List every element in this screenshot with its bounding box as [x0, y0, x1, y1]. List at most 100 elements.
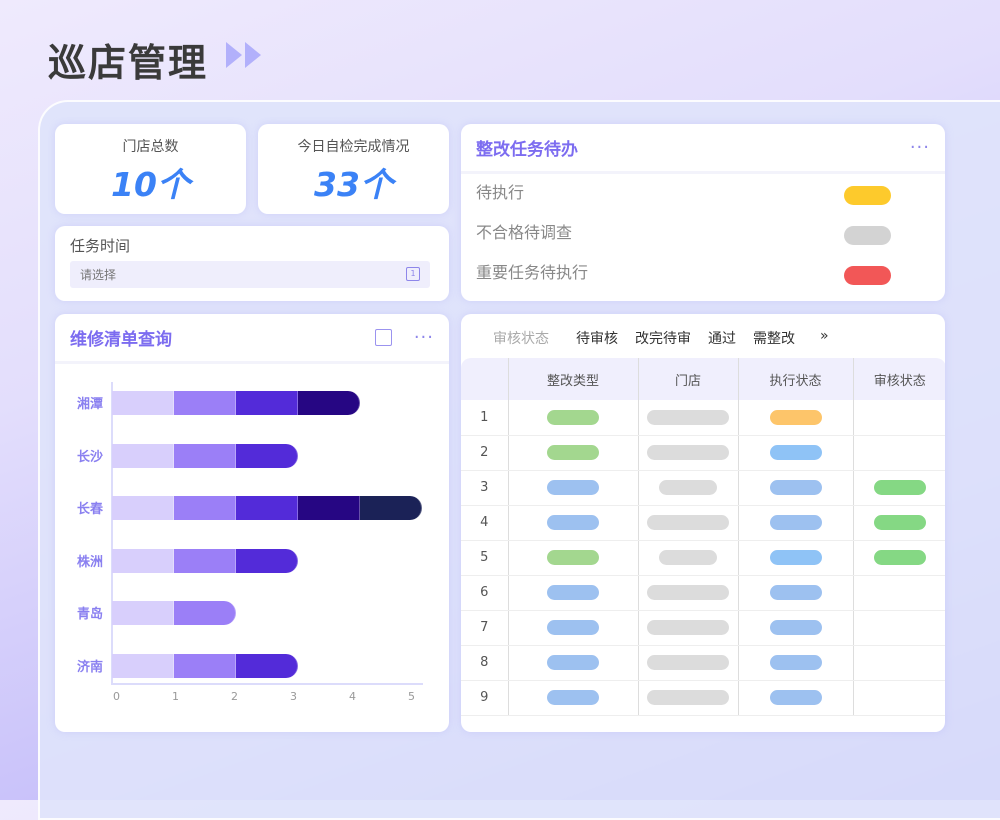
- row-number: 3: [461, 470, 508, 506]
- exec-status-pill: [769, 620, 822, 635]
- task-time-picker[interactable]: 请选择 1: [70, 261, 430, 288]
- tab-group-label: 审核状态: [493, 331, 549, 347]
- self-check-card: 今日自检完成情况 33个: [258, 124, 449, 214]
- x-axis-line: [111, 683, 423, 685]
- table-cell: [507, 470, 638, 506]
- todo-status-pill: [844, 226, 891, 245]
- todo-status-pill: [844, 186, 891, 205]
- audit-status-pill: [873, 515, 926, 530]
- table-cell: [507, 610, 638, 646]
- table-cell: [507, 505, 638, 541]
- store-pill: [647, 585, 729, 600]
- table-cell: [637, 680, 738, 716]
- store-pill: [647, 445, 729, 460]
- table-cell: [737, 505, 853, 541]
- table-cell: [507, 645, 638, 681]
- table-cell: [507, 540, 638, 576]
- exec-status-pill: [769, 655, 822, 670]
- type-pill: [547, 585, 599, 600]
- store-pill: [647, 515, 729, 530]
- y-tick-label: 济南: [77, 659, 104, 675]
- type-pill: [547, 655, 599, 670]
- row-number: 7: [461, 610, 508, 646]
- row-number: 8: [461, 645, 508, 681]
- store-count-label: 门店总数: [122, 139, 179, 155]
- table-cell: [852, 680, 945, 716]
- todo-item-label[interactable]: 不合格待调查: [476, 223, 573, 242]
- table-cell: [637, 645, 738, 681]
- bar-segment: [298, 496, 360, 520]
- stacked-bar-chart: 湘潭 长沙 长春 株洲 青岛 济南 0 1 2 3 4 5: [55, 314, 449, 732]
- exec-status-pill: [769, 445, 822, 460]
- todo-item-label[interactable]: 重要任务待执行: [476, 263, 589, 282]
- table-cell: [852, 645, 945, 681]
- table-cell: [737, 575, 853, 611]
- bar-segment: [174, 601, 236, 625]
- audit-status-pill: [873, 550, 926, 565]
- table-cell: [852, 470, 945, 506]
- store-count-value: 10个: [111, 165, 190, 204]
- tab-filter[interactable]: 改完待审: [635, 331, 691, 347]
- table-cell: [637, 540, 738, 576]
- table-cell: [852, 610, 945, 646]
- bar-segment: [236, 496, 298, 520]
- task-time-placeholder: 请选择: [80, 268, 117, 282]
- table-cell: [852, 400, 945, 436]
- table-row[interactable]: 8: [461, 645, 945, 681]
- table-cell: [852, 505, 945, 541]
- bar-segment: [174, 548, 236, 573]
- bar-segment: [112, 601, 174, 625]
- table-row[interactable]: 2: [461, 435, 945, 471]
- table-cell: [737, 680, 853, 716]
- more-tabs-icon[interactable]: »: [820, 328, 829, 344]
- y-axis-line: [111, 382, 113, 685]
- table-row[interactable]: 5: [461, 540, 945, 576]
- task-time-label: 任务时间: [70, 237, 131, 255]
- table-cell: [637, 610, 738, 646]
- table-cell: [507, 575, 638, 611]
- store-pill: [647, 690, 729, 705]
- calendar-icon[interactable]: 1: [406, 267, 420, 281]
- bar-segment: [174, 391, 236, 415]
- export-icon[interactable]: [374, 329, 392, 346]
- exec-status-pill: [769, 409, 822, 425]
- table-cell: [637, 505, 738, 541]
- bar-segment: [174, 653, 236, 678]
- x-tick-label: 3: [290, 690, 297, 703]
- tab-filter[interactable]: 通过: [708, 331, 736, 347]
- more-icon[interactable]: ···: [413, 327, 434, 348]
- tab-filter[interactable]: 待审核: [576, 331, 618, 347]
- audit-table: 整改类型 门店 执行状态 审核状态 1 2 3 4 5 6 7 8 9: [461, 358, 945, 716]
- table-row[interactable]: 6: [461, 575, 945, 611]
- todo-item-label[interactable]: 待执行: [476, 183, 525, 202]
- type-pill: [547, 409, 599, 425]
- table-row[interactable]: 1: [461, 400, 945, 436]
- bar-segment: [112, 653, 174, 678]
- x-tick-label: 1: [172, 690, 179, 703]
- type-pill: [547, 445, 599, 460]
- table-cell: [507, 680, 638, 716]
- row-number: 4: [461, 505, 508, 541]
- type-pill: [547, 690, 599, 705]
- table-cell: [637, 435, 738, 471]
- audit-status-pill: [873, 480, 926, 495]
- column-header: 整改类型: [507, 358, 638, 400]
- table-cell: [637, 575, 738, 611]
- table-row[interactable]: 9: [461, 680, 945, 716]
- todo-card: 整改任务待办 ··· 待执行不合格待调查 重要任务待执行: [461, 124, 945, 301]
- todo-title: 整改任务待办: [476, 140, 578, 160]
- row-number: 6: [461, 575, 508, 611]
- exec-status-pill: [769, 550, 822, 565]
- column-header: 执行状态: [737, 358, 853, 400]
- table-row[interactable]: 4: [461, 505, 945, 541]
- bar-segment: [112, 548, 174, 573]
- table-row[interactable]: 7: [461, 610, 945, 646]
- table-row[interactable]: 3: [461, 470, 945, 506]
- tab-filter[interactable]: 需整改: [753, 331, 795, 347]
- column-header: 门店: [637, 358, 738, 400]
- table-cell: [637, 470, 738, 506]
- more-icon[interactable]: ···: [909, 137, 930, 158]
- x-tick-label: 0: [113, 690, 120, 703]
- bar-segment: [174, 496, 236, 520]
- todo-status-pill: [844, 266, 891, 285]
